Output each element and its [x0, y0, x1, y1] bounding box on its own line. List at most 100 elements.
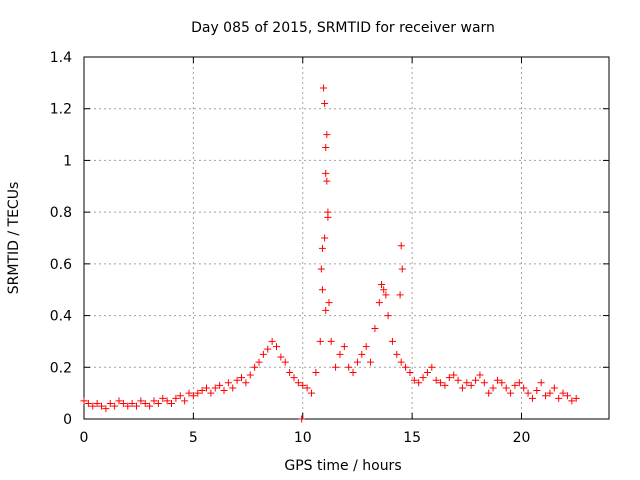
- data-point: [362, 343, 370, 351]
- data-point: [141, 399, 149, 407]
- data-point: [255, 358, 263, 366]
- data-point: [320, 84, 328, 92]
- data-point: [317, 265, 325, 273]
- x-tick-label: 5: [189, 430, 198, 446]
- data-point: [168, 399, 175, 407]
- data-point: [298, 415, 306, 423]
- data-point: [454, 376, 462, 384]
- y-tick-label: 0.4: [50, 309, 72, 325]
- data-point: [137, 397, 145, 405]
- data-point: [318, 244, 326, 252]
- data-point: [246, 371, 254, 379]
- data-point: [419, 374, 427, 382]
- data-point: [415, 379, 423, 387]
- data-point: [397, 358, 405, 366]
- data-point: [203, 384, 210, 392]
- chart-title: Day 085 of 2015, SRMTID for receiver war…: [191, 20, 495, 36]
- data-point: [432, 376, 440, 384]
- data-point: [98, 402, 105, 410]
- data-point: [398, 265, 406, 273]
- y-tick-label: 1.2: [50, 102, 72, 118]
- data-point: [493, 376, 501, 384]
- axis-ticks: 0 5 10 15 20 0 0.2 0.4 0.6 0.8 1 1.2 1.4: [50, 50, 609, 446]
- data-point: [312, 368, 320, 376]
- data-point: [80, 397, 88, 405]
- data-point: [511, 381, 519, 389]
- y-tick-label: 0: [63, 412, 72, 428]
- data-point: [463, 379, 471, 387]
- data-point: [445, 374, 453, 382]
- x-tick-label: 20: [513, 430, 531, 446]
- data-point: [128, 399, 136, 407]
- data-point: [515, 379, 523, 387]
- data-point: [563, 392, 571, 400]
- data-point: [290, 374, 298, 382]
- y-tick-label: 0.6: [50, 257, 72, 273]
- data-point: [146, 402, 154, 410]
- data-point: [102, 405, 110, 413]
- data-point: [358, 350, 366, 358]
- data-point: [406, 368, 414, 376]
- data-point: [520, 384, 528, 392]
- data-point: [216, 381, 224, 389]
- grid-lines: [84, 57, 609, 419]
- data-point: [467, 381, 475, 389]
- data-point: [371, 325, 379, 332]
- data-point: [323, 177, 331, 185]
- data-point: [294, 379, 302, 387]
- data-point: [207, 389, 215, 397]
- y-tick-label: 0.2: [50, 360, 72, 376]
- data-point: [537, 379, 545, 387]
- data-point: [194, 389, 202, 397]
- data-point: [115, 397, 123, 405]
- data-point: [277, 353, 285, 361]
- data-point: [324, 213, 332, 221]
- data-point: [559, 389, 567, 397]
- data-point: [273, 343, 280, 351]
- data-point: [238, 374, 245, 382]
- data-point: [349, 368, 357, 376]
- data-point: [533, 387, 541, 395]
- data-point: [528, 394, 536, 402]
- data-point: [154, 399, 162, 407]
- data-point: [410, 376, 418, 384]
- data-point: [264, 345, 272, 353]
- data-point: [321, 100, 329, 108]
- data-point: [224, 379, 232, 387]
- data-point: [428, 363, 436, 371]
- data-point: [325, 299, 333, 307]
- x-tick-label: 0: [80, 430, 89, 446]
- data-point: [322, 144, 330, 151]
- data-point: [316, 337, 324, 345]
- data-point: [423, 368, 431, 376]
- data-point: [396, 291, 404, 299]
- data-point: [489, 384, 497, 392]
- data-point: [185, 389, 193, 397]
- data-point: [393, 350, 401, 358]
- y-axis-label: SRMTID / TECUs: [6, 182, 22, 295]
- data-point: [388, 337, 396, 345]
- data-point: [524, 389, 532, 397]
- y-tick-label: 1: [63, 153, 72, 169]
- data-point: [163, 397, 171, 405]
- data-point: [375, 299, 383, 307]
- plot-frame: [83, 56, 610, 420]
- data-point: [93, 399, 101, 407]
- data-point: [89, 402, 97, 410]
- data-point: [378, 281, 385, 289]
- data-point: [124, 402, 132, 410]
- data-point: [159, 394, 167, 402]
- data-point: [318, 286, 326, 294]
- data-point: [111, 402, 119, 410]
- data-point: [542, 392, 550, 400]
- data-point: [397, 242, 405, 250]
- data-point: [268, 337, 276, 345]
- data-point: [299, 381, 307, 389]
- data-points: [80, 84, 580, 423]
- data-point: [380, 286, 388, 294]
- x-tick-label: 15: [403, 430, 421, 446]
- data-point: [198, 387, 206, 395]
- data-point: [233, 376, 241, 384]
- data-point: [340, 343, 348, 351]
